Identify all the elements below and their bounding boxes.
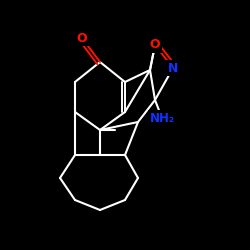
Text: N: N [168, 62, 178, 74]
Text: NH₂: NH₂ [150, 112, 174, 124]
Text: O: O [150, 38, 160, 52]
Text: O: O [77, 32, 87, 44]
